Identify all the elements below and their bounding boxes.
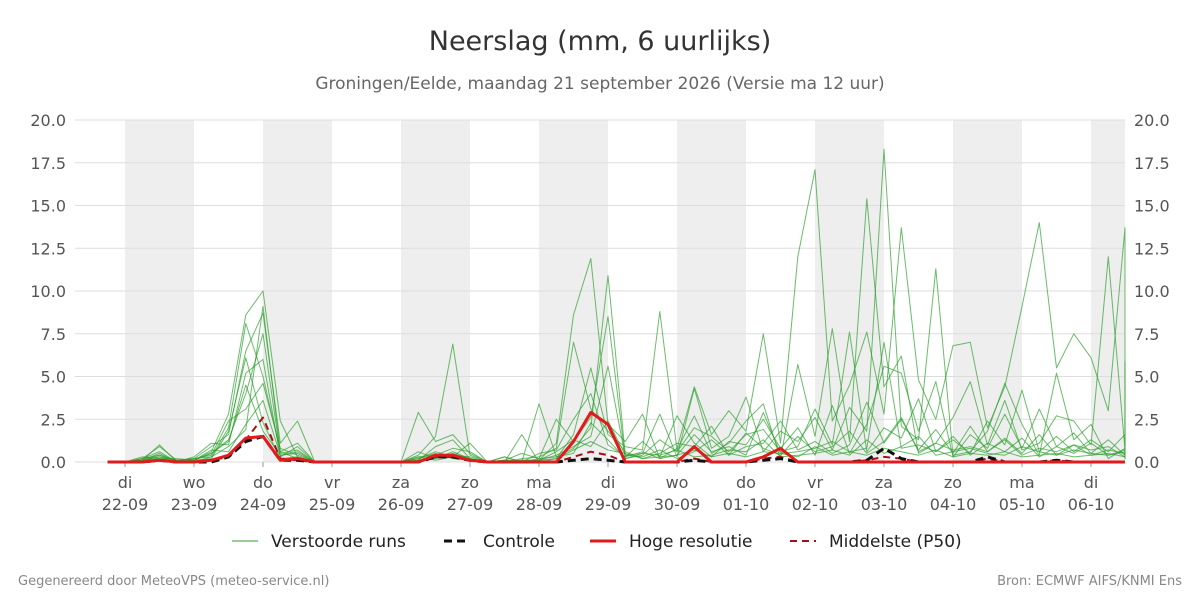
y-tick-left-0: 0.0 — [41, 453, 66, 472]
footer-generated-by: Gegenereerd door MeteoVPS (meteo-service… — [18, 574, 329, 589]
y-tick-right-4: 10.0 — [1134, 282, 1170, 301]
series-ensemble-11 — [107, 305, 1126, 463]
x-tick-weekday-3: vr — [324, 473, 340, 492]
y-tick-left-6: 15.0 — [30, 197, 66, 216]
x-tick-date-10: 02-10 — [792, 495, 839, 514]
series-hires-0 — [107, 410, 1125, 464]
legend-label-median: Middelste (P50) — [829, 532, 962, 552]
legend-label-control: Controle — [483, 532, 555, 552]
y-tick-right-7: 17.5 — [1134, 154, 1170, 173]
y-tick-right-2: 5.0 — [1134, 368, 1159, 387]
x-tick-weekday-8: wo — [666, 473, 689, 492]
x-tick-weekday-12: zo — [944, 473, 962, 492]
plot-series — [107, 148, 1126, 464]
x-tick-date-14: 06-10 — [1068, 495, 1115, 514]
y-tick-right-5: 12.5 — [1134, 239, 1170, 258]
x-tick-date-0: 22-09 — [102, 495, 149, 514]
series-ensemble-6 — [107, 333, 1126, 463]
x-tick-weekday-2: do — [253, 473, 273, 492]
x-tick-date-6: 28-09 — [516, 495, 563, 514]
x-tick-date-13: 05-10 — [999, 495, 1046, 514]
x-tick-date-1: 23-09 — [171, 495, 218, 514]
legend: Verstoorde runs Controle Hoge resolutie … — [232, 532, 962, 552]
y-tick-right-8: 20.0 — [1134, 111, 1170, 130]
x-tick-date-9: 01-10 — [723, 495, 770, 514]
x-tick-weekday-6: ma — [526, 473, 551, 492]
y-tick-left-5: 12.5 — [30, 239, 66, 258]
series-ensemble-12 — [107, 384, 1126, 463]
x-tick-weekday-4: za — [392, 473, 410, 492]
y-axis-left: 0.0 2.5 5.0 7.5 10.0 12.5 15.0 17.5 20.0 — [30, 111, 66, 472]
chart-title: Neerslag (mm, 6 uurlijks) — [429, 26, 771, 57]
legend-item-median[interactable]: Middelste (P50) — [790, 532, 962, 552]
y-tick-right-3: 7.5 — [1134, 325, 1159, 344]
y-tick-left-2: 5.0 — [41, 368, 66, 387]
legend-item-control[interactable]: Controle — [444, 532, 555, 552]
legend-label-hires: Hoge resolutie — [629, 532, 753, 552]
x-tick-date-11: 03-10 — [861, 495, 908, 514]
x-tick-weekday-1: wo — [183, 473, 206, 492]
y-tick-left-8: 20.0 — [30, 111, 66, 130]
y-tick-left-3: 7.5 — [41, 325, 66, 344]
x-tick-weekday-11: za — [875, 473, 893, 492]
x-tick-weekday-9: do — [736, 473, 756, 492]
y-tick-right-0: 0.0 — [1134, 453, 1159, 472]
y-tick-left-1: 2.5 — [41, 410, 66, 429]
x-tick-weekday-7: di — [601, 473, 616, 492]
chart-subtitle: Groningen/Eelde, maandag 21 september 20… — [315, 74, 884, 94]
x-tick-date-4: 26-09 — [378, 495, 425, 514]
x-tick-date-3: 25-09 — [309, 495, 356, 514]
x-tick-weekday-14: di — [1084, 473, 1099, 492]
legend-item-ensemble[interactable]: Verstoorde runs — [232, 532, 406, 552]
x-tick-weekday-13: ma — [1009, 473, 1034, 492]
y-tick-right-6: 15.0 — [1134, 197, 1170, 216]
footer-source: Bron: ECMWF AIFS/KNMI Ens — [997, 574, 1182, 589]
y-tick-left-7: 17.5 — [30, 154, 66, 173]
x-tick-date-8: 30-09 — [654, 495, 701, 514]
y-tick-left-4: 10.0 — [30, 282, 66, 301]
y-tick-right-1: 2.5 — [1134, 410, 1159, 429]
x-tick-date-7: 29-09 — [585, 495, 632, 514]
x-tick-date-5: 27-09 — [447, 495, 494, 514]
legend-label-ensemble: Verstoorde runs — [271, 532, 406, 552]
x-tick-weekday-5: zo — [461, 473, 479, 492]
x-tick-date-12: 04-10 — [930, 495, 977, 514]
x-tick-date-2: 24-09 — [240, 495, 287, 514]
x-tick-weekday-10: vr — [807, 473, 823, 492]
x-axis: di 22-09 wo 23-09 do 24-09 vr 25-09 za 26-09 zo 27-… — [102, 462, 1115, 514]
y-axis-right: 0.0 2.5 5.0 7.5 10.0 12.5 15.0 17.5 20.0 — [1134, 111, 1170, 472]
x-tick-weekday-0: di — [118, 473, 133, 492]
legend-item-hires[interactable]: Hoge resolutie — [590, 532, 753, 552]
